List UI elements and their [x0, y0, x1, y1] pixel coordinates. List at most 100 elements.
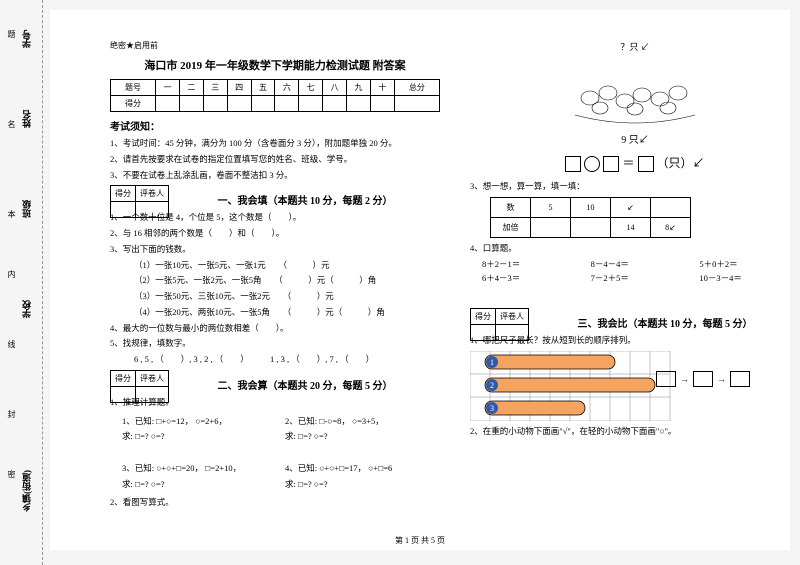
notice-line: 3、不要在试卷上乱涂乱画，卷面不整洁扣 3 分。 [110, 169, 440, 182]
left-column: 绝密★启用前 海口市 2019 年一年级数学下学期能力检测试题 附答案 题号 一… [110, 40, 440, 512]
score-col: 三 [203, 80, 227, 96]
bind-mark-1: 名 [6, 120, 17, 128]
bind-mark-0: 题 [6, 30, 17, 38]
exam-title: 海口市 2019 年一年级数学下学期能力检测试题 附答案 [110, 57, 440, 73]
order-box[interactable] [730, 371, 750, 387]
order-flow: → → [656, 371, 750, 387]
grader-label: 得分 [471, 308, 496, 324]
svg-text:1: 1 [490, 358, 494, 367]
shape-equation: ＝ （只）↙ [470, 154, 800, 172]
order-box[interactable] [656, 371, 676, 387]
binding-label-xiangzhen: 乡镇(街道) [20, 470, 33, 512]
tbl-cell[interactable] [531, 218, 571, 238]
bind-mark-2: 本 [6, 210, 17, 218]
order-box[interactable] [693, 371, 713, 387]
tbl-cell: 14 [611, 218, 651, 238]
calc-cell: 6＋4－3＝ [482, 272, 583, 284]
tbl-cell: 10 [571, 198, 611, 218]
tbl-cell[interactable] [571, 218, 611, 238]
grader-label: 得分 [111, 186, 136, 202]
tbl-cell: 数 [491, 198, 531, 218]
calc-line: 3、已知: ○+○+□=20， □=2+10， [110, 462, 265, 475]
score-col: 七 [299, 80, 323, 96]
exam-page: 绝密★启用前 海口市 2019 年一年级数学下学期能力检测试题 附答案 题号 一… [50, 10, 790, 550]
binding-dash-line [42, 0, 43, 565]
q-right-4: 4、口算题。 [470, 242, 800, 255]
q-right-3: 3、想一想，算一算，填一填： [470, 180, 800, 193]
calc-line: 2、已知: □-○=8， ○=3+5， [285, 415, 440, 428]
score-table-header-row: 题号 一 二 三 四 五 六 七 八 九 十 总分 [111, 80, 440, 96]
calc-cell: 8＋2－1＝ [482, 258, 583, 270]
right-column: ？只 ↙ 9 只↙ ＝ （只）↙ 3、想一想，算一算，填一填 [470, 40, 800, 440]
calc-spacer [285, 446, 440, 459]
notice-line: 2、请首先按要求在试卷的指定位置填写您的姓名、班级、学号。 [110, 153, 440, 166]
chicken-illustration [560, 53, 710, 133]
score-col: 九 [347, 80, 371, 96]
ruler-illustration: 1 2 3 → → [470, 351, 750, 421]
grader-label: 评卷人 [136, 186, 169, 202]
score-col: 总分 [394, 80, 439, 96]
calc-line: 求: □=? ○=? [110, 478, 265, 491]
arrow-icon: → [680, 374, 689, 384]
calc-line: 4、已知: ○+○+□=17， ○+□=6 [285, 462, 440, 475]
score-col: 二 [179, 80, 203, 96]
tbl-cell: 5 [531, 198, 571, 218]
q1-3: 3、写出下面的钱数。 [110, 243, 440, 256]
equals-sign: ＝ [622, 156, 637, 170]
q2-1: 1、推理计算题。 [110, 396, 440, 409]
score-col: 十 [370, 80, 394, 96]
square-shape [603, 156, 619, 172]
page-number: 第 1 页 共 5 页 [395, 535, 445, 546]
calc-cell: 5＋0＋2＝ [699, 258, 800, 270]
binding-column: 学号 姓名 班级 学校 乡镇(街道) 题 名 本 内 线 封 密 [0, 0, 50, 565]
score-col: 五 [251, 80, 275, 96]
q3-2: 2、在重的小动物下面画"√"，在轻的小动物下面画"○"。 [470, 425, 800, 438]
binding-label-xuexiao: 学校 [20, 300, 33, 318]
q2-2: 2、看图写算式。 [110, 496, 440, 509]
calc-cell: 10－3－4＝ [699, 272, 800, 284]
mental-calc-grid: 8＋2－1＝ 8－4－4＝ 5＋0＋2＝ 6＋4－3＝ 7－2＋5＝ 10－3－… [482, 258, 800, 284]
calc-line: 求: □=? ○=? [110, 430, 265, 443]
arrow-icon: → [717, 374, 726, 384]
bind-mark-6: 密 [6, 470, 17, 478]
calc-spacer [110, 446, 265, 459]
section-2-title: 二、我会算（本题共 20 分，每题 5 分） [170, 377, 440, 392]
square-shape [638, 156, 654, 172]
calc-line: 求: □=? ○=? [285, 478, 440, 491]
calc-line: 求: □=? ○=? [285, 430, 440, 443]
q1-1: 1、一个数十位是 4，个位是 5，这个数是（ ）。 [110, 211, 440, 224]
notice-line: 1、考试时间：45 分钟，满分为 100 分（含卷面分 3 分），附加题单独 2… [110, 137, 440, 150]
binding-label-banji: 班级 [20, 200, 33, 218]
q3-1: 1、哪把尺子最长？按从短到长的顺序排列。 [470, 334, 800, 347]
svg-text:2: 2 [490, 381, 494, 390]
pattern-line: 6 , 5 , （ ）, 3 , 2 , （ ） 1 , 3 , （ ）, 7 … [110, 353, 440, 366]
score-col: 题号 [111, 80, 156, 96]
bind-mark-5: 封 [6, 410, 17, 418]
tbl-cell [651, 198, 691, 218]
money-line: （1）一张10元、一张5元、一张1元 （ ）元 [110, 259, 440, 272]
calc-cell: 8－4－4＝ [591, 258, 692, 270]
circle-shape [584, 156, 600, 172]
tbl-cell: 加倍 [491, 218, 531, 238]
bind-mark-4: 线 [6, 340, 17, 348]
notice-heading: 考试须知： [110, 118, 440, 133]
score-row-label: 得分 [111, 96, 156, 112]
double-table: 数 5 10 ↙ 加倍 14 8↙ [490, 197, 691, 238]
question-top-label: ？只 ↙ [470, 40, 800, 53]
money-line: （2）一张5元、一张2元、一张5角 （ ）元（ ）角 [110, 274, 440, 287]
money-line: （3）一张50元、三张10元、一张2元 （ ）元 [110, 290, 440, 303]
section-1-title: 一、我会填（本题共 10 分，每题 2 分） [170, 192, 440, 207]
svg-text:3: 3 [490, 404, 494, 413]
score-table: 题号 一 二 三 四 五 六 七 八 九 十 总分 得分 [110, 79, 440, 112]
q1-5: 5、找规律，填数字。 [110, 337, 440, 350]
grader-label: 得分 [111, 370, 136, 386]
binding-label-xuehao: 学号 [20, 30, 33, 48]
bind-mark-3: 内 [6, 270, 17, 278]
brace-label: 9 只↙ [470, 131, 800, 146]
binding-label-xingming: 姓名 [20, 110, 33, 128]
score-table-value-row: 得分 [111, 96, 440, 112]
calc-line: 1、已知: □+○=12， ○=2+6， [110, 415, 265, 428]
shape-eq-suffix: （只）↙ [657, 156, 705, 170]
tbl-cell: 8↙ [651, 218, 691, 238]
square-shape [565, 156, 581, 172]
